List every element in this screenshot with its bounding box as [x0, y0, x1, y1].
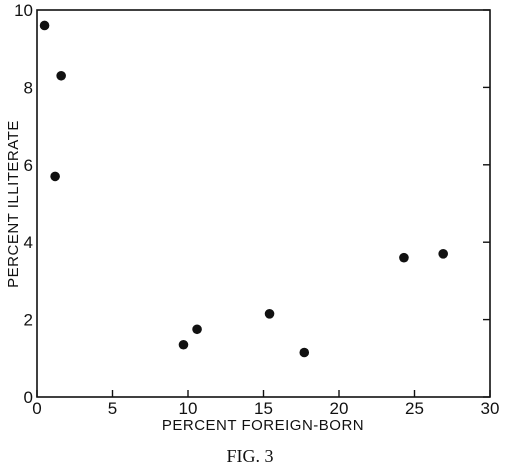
y-tick-label: 2	[24, 311, 33, 330]
x-tick-label: 15	[254, 399, 273, 418]
x-tick-label: 10	[179, 399, 198, 418]
x-axis-ticks: 0 5 10 15 20 25 30	[32, 390, 499, 418]
data-point	[56, 70, 66, 81]
data-point	[299, 347, 310, 358]
data-point	[39, 20, 50, 31]
data-point	[399, 252, 409, 263]
y-tick-label: 4	[24, 233, 33, 252]
data-point	[192, 324, 202, 335]
x-tick-label: 30	[481, 399, 500, 418]
x-tick-label: 0	[32, 399, 41, 418]
x-tick-label: 20	[330, 399, 349, 418]
x-tick-label: 25	[405, 399, 424, 418]
x-axis-title: PERCENT FOREIGN-BORN	[162, 417, 364, 434]
figure-caption: FIG. 3	[226, 446, 273, 466]
y-tick-label: 6	[24, 156, 33, 175]
y-axis-ticks: 0 2 4 6 8 10	[14, 1, 490, 407]
data-points	[39, 20, 448, 358]
y-tick-label: 0	[24, 388, 33, 407]
y-axis-title: PERCENT ILLITERATE	[5, 120, 22, 288]
x-tick-label: 5	[108, 399, 117, 418]
data-point	[438, 249, 448, 259]
data-point	[50, 171, 60, 182]
data-point	[178, 339, 189, 350]
data-point	[264, 308, 275, 319]
plot-frame	[36, 9, 491, 398]
y-tick-label: 8	[24, 78, 33, 97]
y-tick-label: 10	[14, 1, 33, 20]
